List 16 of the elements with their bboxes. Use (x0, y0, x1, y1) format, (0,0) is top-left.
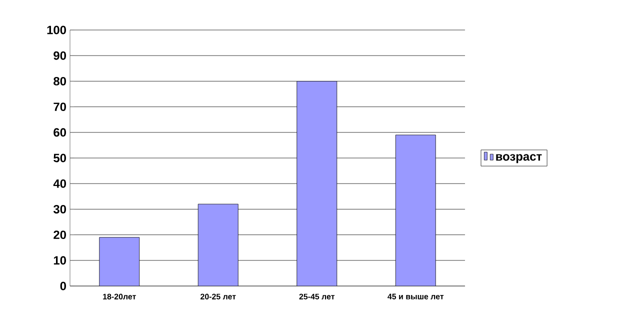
y-tick-label: 60 (54, 128, 66, 137)
y-tick-label: 10 (54, 256, 66, 265)
y-tick-label: 80 (54, 76, 66, 86)
y-tick-label: 20 (54, 230, 66, 240)
bar (198, 204, 238, 286)
y-tick-label: 90 (54, 51, 66, 60)
bar (395, 134, 436, 286)
y-tick-label: 70 (54, 102, 66, 112)
bar (99, 237, 140, 286)
y-tick-label: 40 (53, 179, 66, 188)
bar (296, 81, 338, 286)
y-tick-label: 100 (47, 26, 66, 34)
y-tick-label: 50 (54, 154, 66, 162)
y-tick-label: 30 (53, 204, 66, 214)
y-tick-label: 0 (60, 282, 66, 290)
legend-label: возраст (496, 154, 542, 164)
